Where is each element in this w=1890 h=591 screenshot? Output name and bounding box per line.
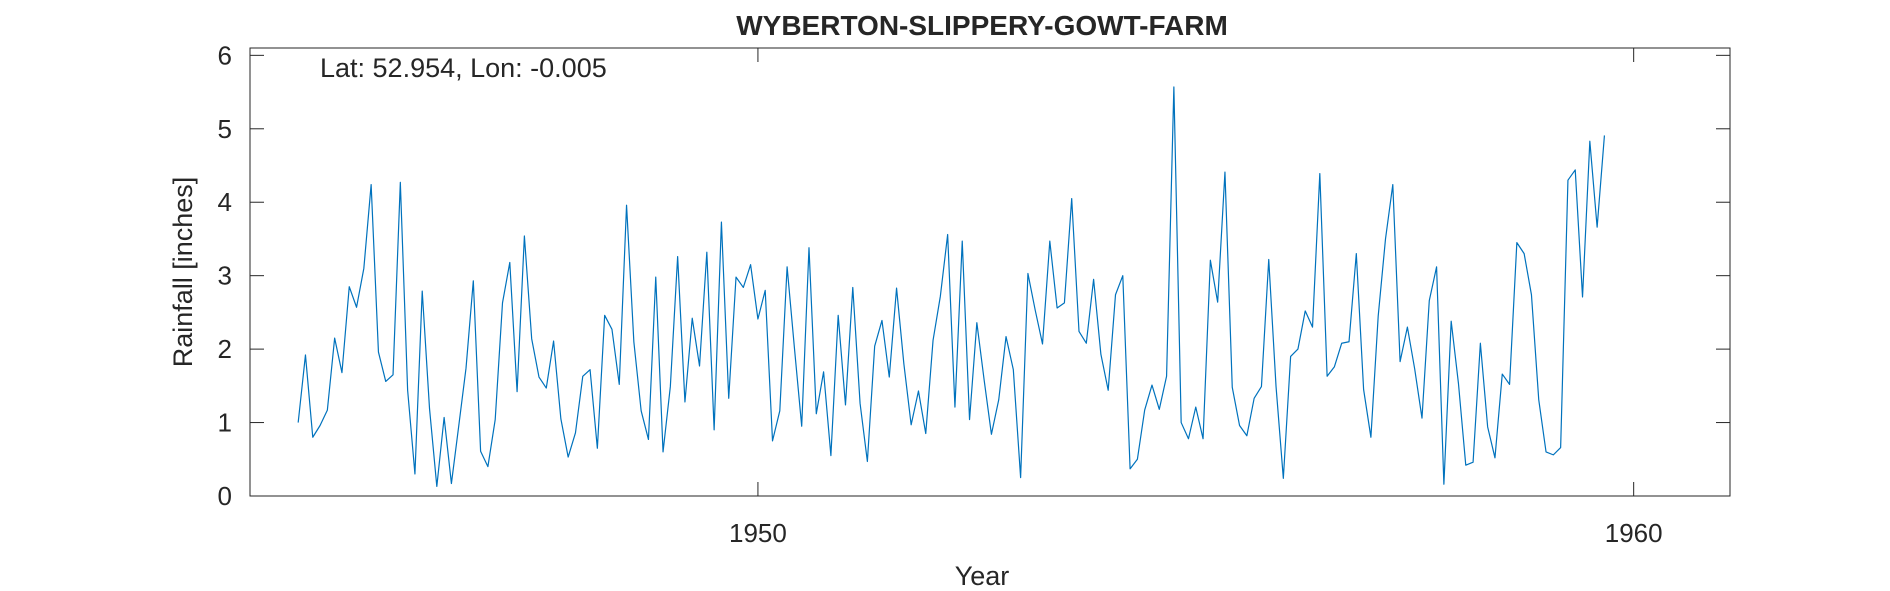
station-coordinates-label: Lat: 52.954, Lon: -0.005 — [320, 53, 607, 83]
y-tick-label: 1 — [218, 408, 232, 438]
chart-title: WYBERTON-SLIPPERY-GOWT-FARM — [736, 10, 1228, 41]
x-tick-label: 1950 — [729, 518, 787, 548]
y-tick-label: 0 — [218, 481, 232, 511]
y-tick-label: 6 — [218, 40, 232, 70]
axis-ticks: 0 1 2 3 4 5 6 1950 1960 — [218, 40, 1730, 548]
y-tick-label: 5 — [218, 114, 232, 144]
y-tick-label: 3 — [218, 261, 232, 291]
x-tick-label: 1960 — [1605, 518, 1663, 548]
plot-area — [249, 47, 1731, 497]
rainfall-series-line — [297, 86, 1606, 488]
data-series — [297, 86, 1606, 488]
x-axis-label: Year — [955, 561, 1010, 591]
y-tick-label: 4 — [218, 187, 232, 217]
y-tick-label: 2 — [218, 334, 232, 364]
y-axis-label: Rainfall [inches] — [168, 177, 198, 368]
